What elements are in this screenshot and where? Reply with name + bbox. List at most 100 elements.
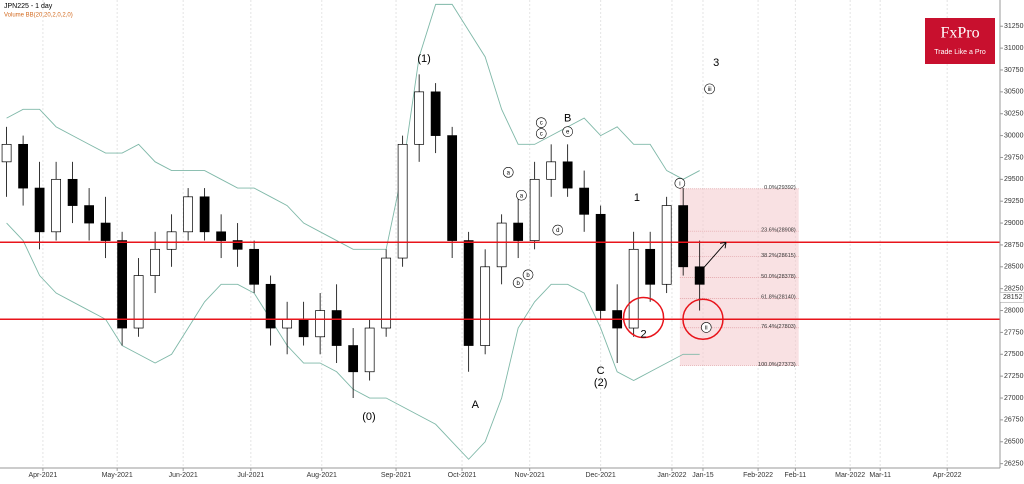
y-tick-label: 27750 (1004, 329, 1024, 336)
candle-body (133, 275, 144, 329)
y-tick-label: 29250 (1004, 198, 1024, 205)
wave-label: 2 (641, 328, 647, 340)
candle-body (562, 161, 573, 189)
candle-body (645, 248, 656, 285)
candle-body (364, 327, 375, 373)
x-tick-label: Apr-2021 (29, 472, 58, 479)
candle-body (414, 91, 425, 145)
y-tick-label: 30250 (1004, 111, 1024, 118)
candle-body (678, 205, 689, 268)
wave-sublabel: c (540, 132, 543, 138)
y-tick-label: 27000 (1004, 395, 1024, 402)
x-tick-label: Sep-2021 (381, 472, 411, 479)
y-tick-label: 28750 (1004, 242, 1024, 249)
wave-sublabel: b (516, 281, 520, 287)
y-tick-label: 26250 (1004, 460, 1024, 467)
candle-body (100, 222, 111, 241)
candle-body (579, 187, 590, 215)
wave-sublabel: a (520, 193, 524, 199)
wave-label: C (597, 365, 605, 377)
wave-circle (552, 224, 564, 236)
candle-body (18, 143, 28, 189)
wave-sublabel: ii (705, 326, 708, 332)
candle-body (546, 161, 557, 180)
fib-label: 38.2%(28615) (761, 253, 796, 259)
x-tick-label: Mar-11 (869, 472, 891, 479)
bollinger-band (6, 3, 700, 250)
logo (925, 18, 995, 64)
highlight-circle (682, 298, 724, 341)
wave-circle (512, 277, 524, 289)
candle-body (529, 178, 540, 241)
x-tick-label: Apr-2022 (933, 472, 962, 479)
wave-sublabel: d (556, 228, 559, 234)
candle-body (265, 283, 276, 329)
candle-body (51, 178, 61, 233)
candle-body (430, 91, 441, 136)
y-tick-label: 28250 (1004, 286, 1024, 293)
x-tick-label: Feb-2022 (743, 472, 773, 479)
x-tick-label: Oct-2021 (448, 472, 477, 479)
wave-circle (516, 189, 527, 201)
candle-body (381, 257, 392, 329)
x-tick-label: Jul-2021 (237, 472, 264, 479)
y-tick-label: 30000 (1004, 132, 1024, 139)
wave-label: (2) (594, 377, 607, 389)
wave-sublabel: i (679, 181, 680, 187)
wave-circle (674, 177, 686, 189)
fib-label: 0.0%(29392) (764, 185, 796, 191)
wave-circle (535, 117, 547, 128)
y-tick-label: 28500 (1004, 264, 1024, 271)
x-tick-label: Mar-2022 (835, 472, 865, 479)
x-tick-label: Feb-11 (785, 472, 807, 479)
wave-circle (502, 167, 514, 178)
y-tick-label: 30500 (1004, 89, 1024, 96)
wave-label: (0) (362, 411, 375, 423)
candle-body (249, 248, 260, 285)
y-tick-label: 26750 (1004, 417, 1024, 424)
candle-body (397, 143, 408, 259)
candle-body (661, 205, 672, 285)
y-tick-label: 31000 (1004, 45, 1024, 52)
y-tick-label: 27500 (1004, 351, 1024, 358)
y-tick-label: 31250 (1004, 23, 1024, 30)
candle-body (513, 222, 524, 241)
candle-body (447, 135, 458, 241)
x-tick-label: Jan-2022 (657, 472, 686, 479)
logo-tagline: Trade Like a Pro (934, 49, 986, 56)
chart-title: JPN225 - 1 day (4, 3, 53, 10)
x-tick-label: Dec-2021 (585, 472, 615, 479)
wave-label: A (472, 399, 480, 411)
y-tick-label: 29750 (1004, 154, 1024, 161)
wave-sublabel: a (507, 170, 511, 176)
candle-body (1, 143, 12, 163)
wave-label: (1) (417, 53, 430, 65)
fib-label: 61.8%(28140) (761, 295, 796, 301)
candle-body (694, 266, 705, 285)
y-tick-label: 29000 (1004, 220, 1024, 227)
candle-body (199, 196, 210, 233)
candle-body (463, 240, 474, 346)
wave-circle (562, 126, 573, 137)
chart-subtitle: Volume BB(20,20,2,0,2,0) (4, 13, 73, 19)
highlight-circle (622, 296, 665, 339)
wave-circle (704, 83, 715, 95)
fib-label: 23.6%(28908) (761, 228, 796, 234)
wave-circle (700, 322, 712, 333)
wave-label: B (564, 113, 571, 125)
x-tick-label: Aug-2021 (307, 472, 337, 479)
candle-body (282, 318, 293, 329)
candle-body (117, 240, 128, 329)
candle-body (166, 231, 177, 250)
x-tick-label: Jun-2021 (169, 472, 198, 479)
wave-circle (522, 269, 534, 281)
x-tick-label: Nov-2021 (515, 472, 545, 479)
fib-label: 76.4%(27803) (761, 324, 796, 330)
wave-label: 3 (713, 57, 719, 69)
logo-brand: FxPro (940, 25, 979, 42)
last-price-box (999, 291, 1024, 303)
candle-body (67, 178, 78, 206)
candle-body (496, 222, 507, 268)
